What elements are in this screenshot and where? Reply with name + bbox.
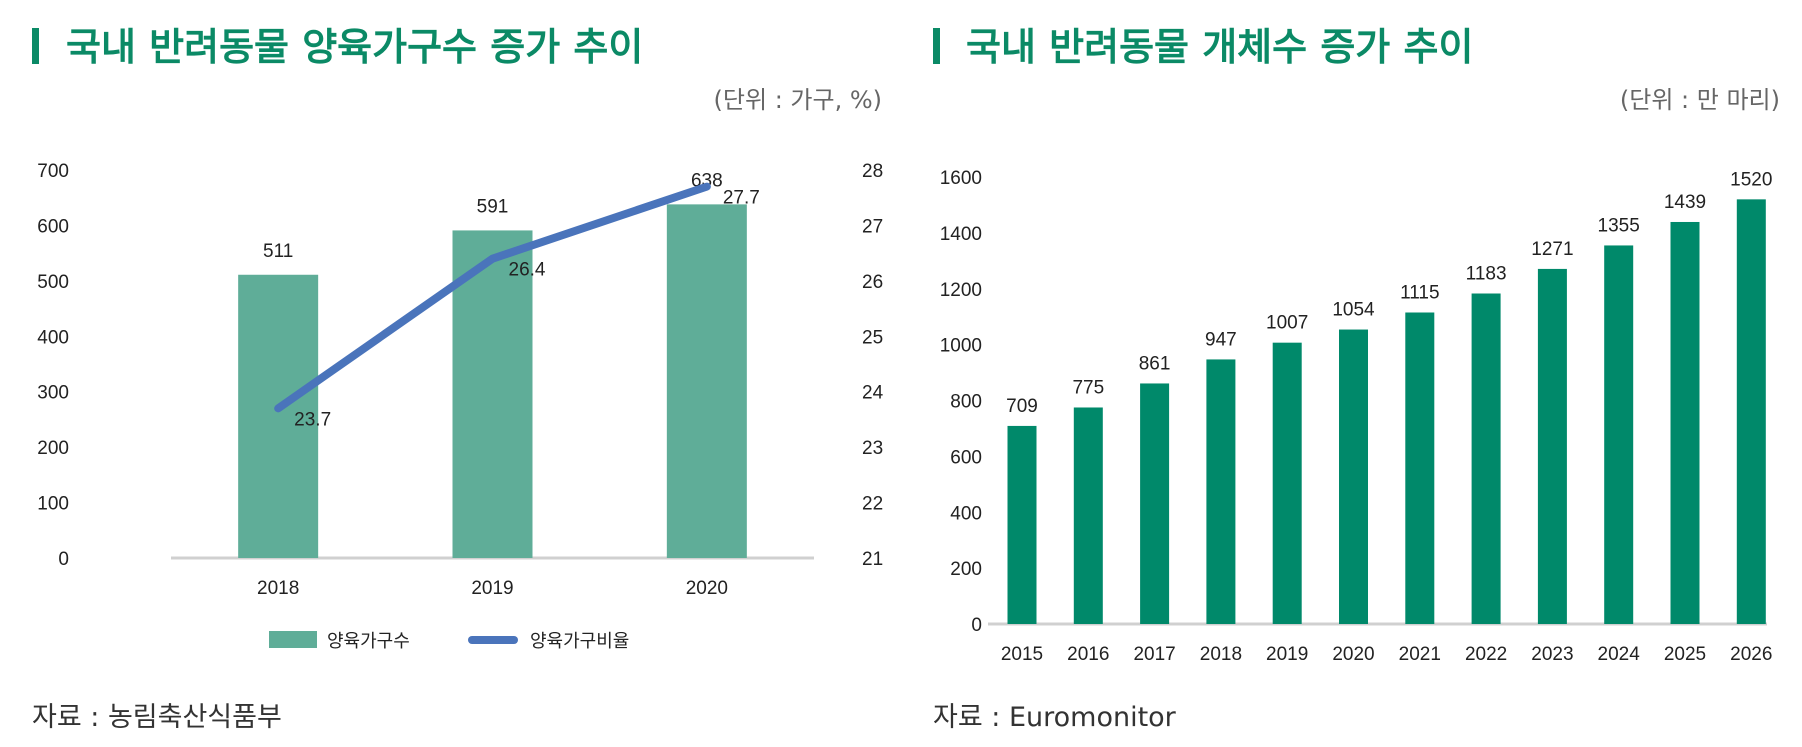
- bar-data-label: 1439: [1664, 192, 1706, 213]
- bar-2019: [1272, 342, 1302, 624]
- y-tick-label: 1600: [940, 168, 982, 189]
- bar-data-label: 1115: [1400, 282, 1439, 303]
- x-tick-label: 2018: [1200, 644, 1242, 665]
- line-data-label: 23.7: [294, 409, 331, 430]
- title-accent-bar-left: [32, 28, 39, 64]
- bar-data-label: 1007: [1266, 313, 1308, 334]
- y2-tick-label: 28: [862, 161, 883, 182]
- y-tick-label: 600: [37, 216, 69, 237]
- unit-label-left: (단위 : 가구, %): [714, 86, 882, 114]
- bar-2015: [1007, 425, 1037, 624]
- bar-data-label: 1183: [1466, 263, 1507, 284]
- bar-2019: [452, 230, 533, 558]
- line-data-label: 26.4: [509, 260, 546, 281]
- x-tick-label: 2025: [1664, 644, 1706, 665]
- y-tick-label: 1400: [940, 224, 982, 245]
- unit-label-right: (단위 : 만 마리): [1620, 86, 1780, 114]
- legend-label-line: 양육가구비율: [530, 631, 629, 652]
- title-accent-bar-right: [933, 28, 940, 64]
- line-point: [705, 185, 708, 188]
- bar-2018: [1206, 359, 1236, 624]
- x-tick-label: 2020: [686, 578, 728, 599]
- chart-title-right: 국내 반려동물 개체수 증가 추이: [966, 25, 1473, 69]
- bar-2018: [238, 274, 319, 558]
- y-tick-label: 400: [37, 327, 69, 348]
- bar-2017: [1140, 383, 1170, 624]
- y-tick-label: 0: [58, 549, 69, 570]
- bar-data-label: 947: [1205, 329, 1237, 350]
- x-tick-label: 2023: [1531, 644, 1573, 665]
- x-tick-label: 2022: [1465, 644, 1507, 665]
- bar-data-label: 1355: [1598, 215, 1640, 236]
- y-tick-label: 400: [950, 503, 982, 524]
- bar-2026: [1736, 199, 1766, 624]
- y-tick-label: 300: [37, 383, 69, 404]
- y-tick-label: 1000: [940, 336, 982, 357]
- bar-data-label: 709: [1006, 396, 1038, 417]
- x-tick-label: 2017: [1133, 644, 1175, 665]
- x-tick-label: 2021: [1399, 644, 1441, 665]
- source-left: 자료 : 농림축산식품부: [32, 702, 282, 733]
- right-chart: 0 200 400 600 800 1000 1200 1400 1600 709 2015 775 2…: [940, 168, 1773, 665]
- line-data-label: 27.7: [723, 188, 760, 209]
- legend-swatch-bar: [269, 631, 317, 648]
- bar-data-label: 1054: [1332, 300, 1375, 321]
- x-tick-label: 2019: [1266, 644, 1308, 665]
- bar-data-label: 775: [1072, 377, 1104, 398]
- y2-tick-label: 27: [862, 216, 883, 237]
- x-tick-label: 2018: [257, 578, 299, 599]
- bar-2023: [1537, 268, 1567, 624]
- y2-tick-label: 23: [862, 438, 883, 459]
- bar-2016: [1073, 407, 1103, 624]
- y-tick-label: 600: [950, 447, 982, 468]
- bar-data-label: 1271: [1531, 239, 1573, 260]
- x-tick-label: 2015: [1001, 644, 1043, 665]
- y-tick-label: 200: [37, 438, 69, 459]
- y2-tick-label: 21: [862, 549, 883, 570]
- x-tick-label: 2024: [1598, 644, 1641, 665]
- x-tick-label: 2026: [1730, 644, 1772, 665]
- bar-data-label: 591: [477, 196, 509, 217]
- bar-data-label: 861: [1139, 353, 1171, 374]
- y2-tick-label: 26: [862, 272, 883, 293]
- line-point: [491, 257, 494, 260]
- chart-title-left: 국내 반려동물 양육가구수 증가 추이: [66, 25, 643, 69]
- x-tick-label: 2016: [1067, 644, 1109, 665]
- bar-data-label: 511: [263, 241, 293, 262]
- y2-tick-label: 25: [862, 327, 883, 348]
- y-tick-label: 1200: [940, 280, 982, 301]
- y-tick-label: 800: [950, 392, 982, 413]
- y2-tick-label: 24: [862, 383, 884, 404]
- bar-2022: [1471, 293, 1501, 624]
- bar-2020: [1339, 329, 1368, 624]
- source-right: 자료 : Euromonitor: [933, 702, 1177, 733]
- y2-tick-label: 22: [862, 494, 883, 515]
- left-chart: 0 100 200 300 400 500 600 700 21 22 23 24 25 26 27 28 51…: [37, 161, 883, 652]
- bar-2020: [666, 204, 747, 558]
- y-tick-label: 0: [971, 615, 982, 636]
- bar-2025: [1670, 221, 1700, 624]
- bar-2024: [1604, 245, 1634, 624]
- line-point: [277, 407, 280, 410]
- bar-2021: [1405, 312, 1435, 624]
- y-tick-label: 500: [37, 272, 69, 293]
- y-tick-label: 200: [950, 559, 982, 580]
- legend-label-bar: 양육가구수: [327, 631, 410, 652]
- bar-data-label: 1520: [1730, 169, 1772, 190]
- y-tick-label: 100: [37, 494, 69, 515]
- x-tick-label: 2019: [471, 578, 513, 599]
- y-tick-label: 700: [37, 161, 69, 182]
- x-tick-label: 2020: [1332, 644, 1374, 665]
